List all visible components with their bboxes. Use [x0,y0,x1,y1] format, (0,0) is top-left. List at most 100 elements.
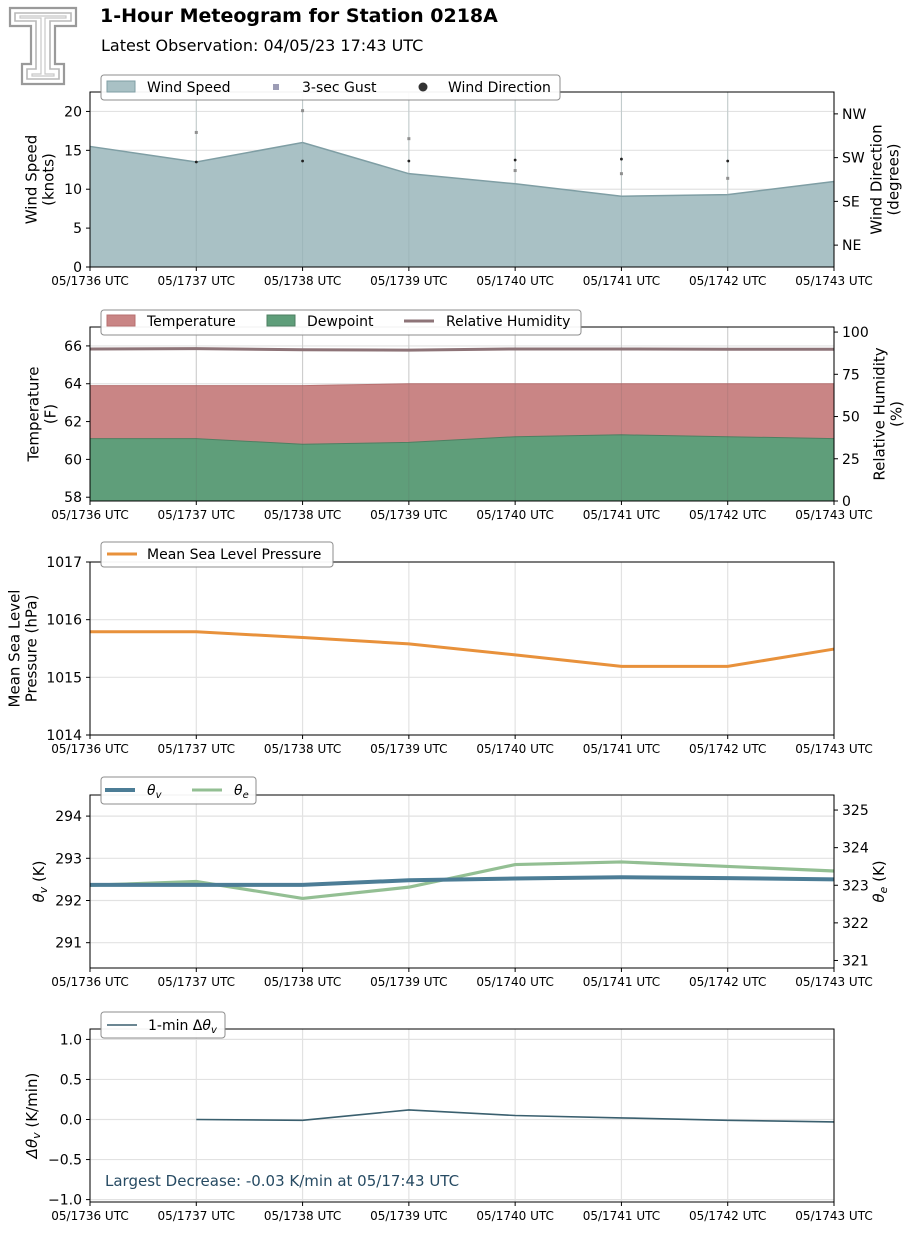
y-axis-label: Temperature(F) [25,366,60,462]
x-tick-label: 05/1741 UTC [583,274,660,288]
wind-speed-line [89,141,835,197]
y-tick-label: 292 [55,893,82,909]
x-tick-label: 05/1736 UTC [51,1209,128,1223]
x-tick-label: 05/1740 UTC [476,975,553,989]
y-tick-label: 1016 [46,613,82,629]
gust-point [513,169,517,173]
theta-panel: 05/1736 UTC 05/1737 UTC 05/1738 UTC 05/1739… [30,776,890,989]
legend-label: Relative Humidity [446,314,570,330]
y-tick-label: 62 [64,415,82,431]
legend-box [100,1011,226,1039]
x-tick-label: 05/1737 UTC [158,975,235,989]
legend-box [100,309,582,336]
x-tick-label: 05/1743 UTC [795,274,872,288]
legend-swatch [266,314,296,327]
dtheta-line [196,1109,835,1123]
x-tick-label: 05/1738 UTC [264,1209,341,1223]
wind-chart: 05/1736 UTC 05/1737 UTC 05/1738 UTC 05/1739… [23,74,903,288]
x-tick-label: 05/1740 UTC [476,508,553,522]
wind-direction-point [407,159,411,163]
y-tick-label: 10 [64,182,82,198]
y2-axis-label: Relative Humidity(%) [871,347,906,480]
y2-axis-label: θe (K) [870,860,890,902]
theta-v-line [90,875,835,887]
gust-point [194,130,198,134]
wind-direction-point [726,159,730,163]
x-tick-label: 05/1738 UTC [264,508,341,522]
y-tick-label: −0.5 [48,1153,82,1169]
x-tick-label: 05/1740 UTC [476,1209,553,1223]
annotation-largest-decrease: Largest Decrease: -0.03 K/min at 05/17:4… [105,1172,459,1190]
gust-point [726,176,730,180]
page-subtitle: Latest Observation: 04/05/23 17:43 UTC [101,36,424,55]
y2-tick-label: 0 [842,494,851,510]
header: 1-Hour Meteogram for Station 0218A Lates… [0,0,913,90]
y2-tick-label: NW [842,107,866,123]
y2-tick-label: 100 [842,325,869,341]
x-tick-label: 05/1737 UTC [158,274,235,288]
temperature-panel: 05/1736 UTC 05/1737 UTC 05/1738 UTC 05/1739… [0,0,913,544]
y2-tick-label: 321 [842,953,869,969]
x-tick-label: 05/1738 UTC [264,975,341,989]
x-tick-label: 05/1742 UTC [689,975,766,989]
y-tick-label: 58 [64,490,82,506]
x-tick-label: 05/1737 UTC [158,742,235,756]
y2-tick-label: 324 [842,841,869,857]
wind-direction-point [301,159,304,163]
legend-swatch [273,84,279,90]
y-tick-label: 0 [73,260,82,276]
y-tick-label: 1015 [46,670,82,686]
y2-tick-label: 50 [842,410,860,426]
legend-box [100,74,561,101]
legend-label: Wind Direction [448,80,551,96]
y2-tick-label: 323 [842,878,869,894]
y-axis-label: θv (K) [30,860,50,902]
y-tick-label: 15 [64,143,82,159]
x-tick-label: 05/1743 UTC [795,742,872,756]
wind-speed-area [90,142,834,267]
x-tick-label: 05/1738 UTC [264,742,341,756]
pressure-panel: 05/1736 UTC 05/1737 UTC 05/1738 UTC 05/1739… [6,541,873,756]
temperature-line [90,383,834,387]
y2-axis-label: Wind Direction(degrees) [868,124,903,234]
x-tick-label: 05/1742 UTC [689,274,766,288]
x-tick-label: 05/1741 UTC [583,508,660,522]
legend-label: Dewpoint [307,314,374,330]
gust-point [407,137,411,141]
y-tick-label: 294 [55,809,82,825]
legend-swatch [106,80,136,93]
legend-label: 3-sec Gust [302,80,377,96]
gust-point [301,109,305,113]
y-tick-label: 66 [64,339,82,355]
pressure-line [90,630,835,668]
x-tick-label: 05/1737 UTC [158,508,235,522]
x-tick-label: 05/1739 UTC [370,742,447,756]
y2-tick-label: 325 [842,803,869,819]
wind-direction-point [194,160,198,164]
wind-direction-point [513,158,517,162]
x-tick-label: 05/1740 UTC [476,274,553,288]
y-tick-label: 60 [64,452,82,468]
x-tick-label: 05/1742 UTC [689,508,766,522]
plot-frame [89,794,835,969]
x-tick-label: 05/1741 UTC [583,742,660,756]
plot-frame [89,1028,835,1203]
y-tick-label: 20 [64,104,82,120]
y2-tick-label: NE [842,238,861,254]
y-tick-label: 1017 [46,555,82,571]
y-tick-label: 0.0 [60,1113,82,1129]
x-tick-label: 05/1736 UTC [51,508,128,522]
x-tick-label: 05/1742 UTC [689,1209,766,1223]
y-tick-label: 291 [55,936,82,952]
x-tick-label: 05/1741 UTC [583,975,660,989]
x-tick-label: 05/1743 UTC [795,975,872,989]
y-tick-label: 293 [55,851,82,867]
y2-tick-label: 75 [842,367,860,383]
y-axis-label: Δθv (K/min) [23,1073,43,1160]
x-tick-label: 05/1737 UTC [158,1209,235,1223]
y-axis-label: Wind Speed(knots) [23,135,58,225]
temperature-area [90,383,834,445]
legend-swatch [106,314,136,327]
wind-direction-point [620,157,623,161]
